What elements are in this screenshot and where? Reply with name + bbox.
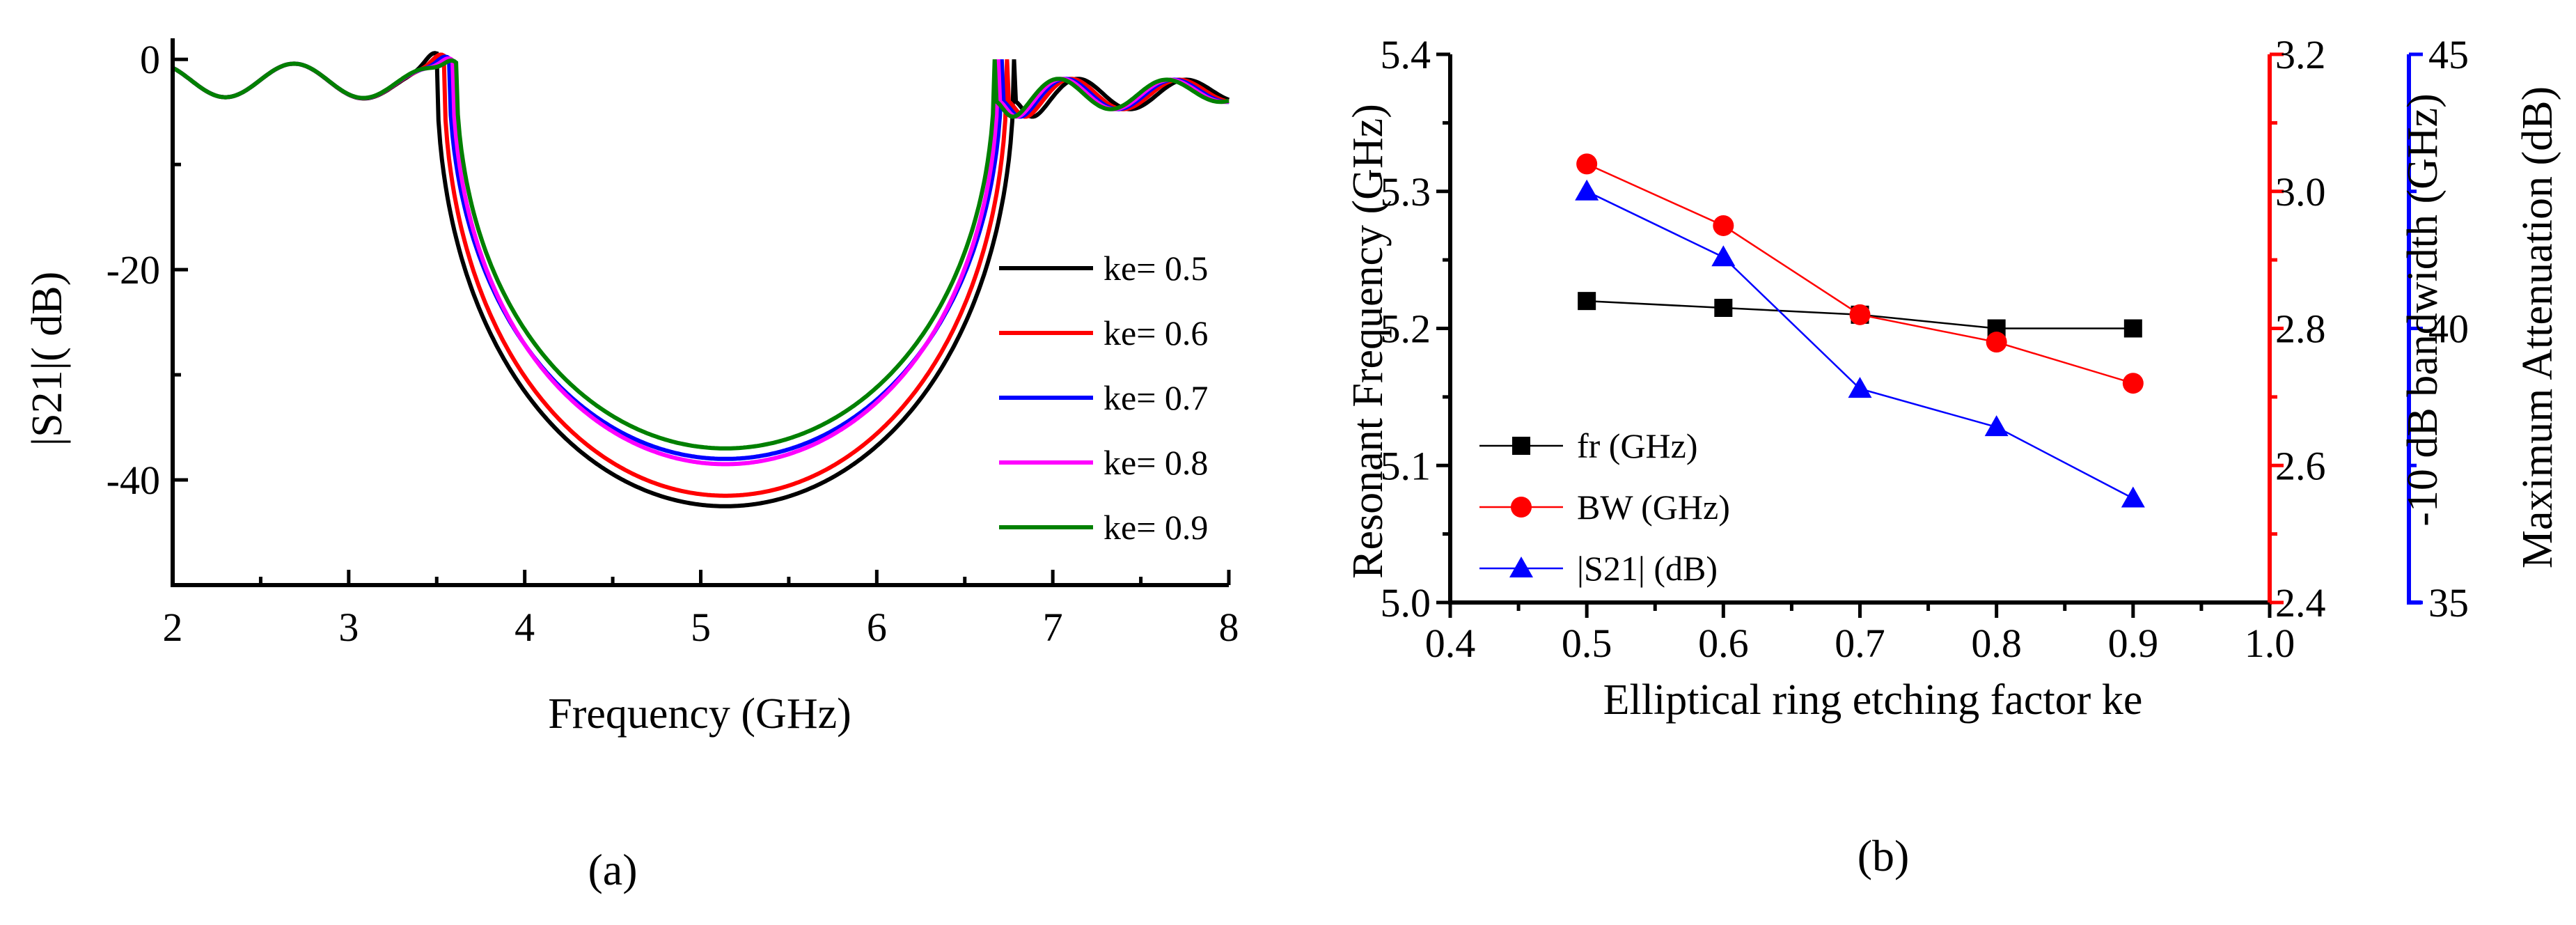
panel-b-left-tick-label: 5.2 (1381, 306, 1431, 352)
panel-b-axes: 0.4 0.5 0.6 0.7 0.8 0.9 1.0 5.0 5.1 5.2 5.3 5.4 2.4 2… (1381, 32, 2469, 666)
panel-b-left-tick-label: 5.0 (1381, 580, 1431, 625)
panel-b-data-point (1986, 332, 2007, 353)
panel-b-right1-tick-label: 3.2 (2275, 32, 2326, 77)
panel-a-y-tick-label: 0 (140, 37, 160, 82)
panel-b-right1-tick-label: 2.8 (2275, 306, 2326, 352)
panel-a-x-tick-label: 6 (867, 605, 887, 650)
panel-a-legend: ke= 0.5 ke= 0.6 ke= 0.7 ke= 0.8 ke= 0.9 (999, 249, 1208, 547)
panel-b-series-group (1575, 153, 2145, 508)
panel-b-right1-tick-label: 3.0 (2275, 169, 2326, 215)
panel-b-left-tick-label: 5.3 (1381, 169, 1431, 215)
panel-b-data-point (1575, 179, 1599, 201)
panel-b-x-tick-label: 0.9 (2108, 621, 2159, 666)
panel-b-data-point (2121, 486, 2145, 508)
panel-a-legend-label: ke= 0.7 (1104, 378, 1208, 417)
panel-b-data-point (1713, 215, 1734, 236)
panel-b-data-point (1849, 304, 1871, 325)
panel-b-data-point (1578, 292, 1596, 311)
panel-b-right1-tick-label: 2.6 (2275, 443, 2326, 488)
panel-b-data-point (1714, 298, 1733, 317)
panel-b-legend-label: BW (GHz) (1577, 488, 1730, 527)
panel-b-left-tick-label: 5.4 (1381, 32, 1431, 77)
panel-b-legend: fr (GHz) BW (GHz) |S21| (dB) (1479, 426, 1730, 588)
panel-a-series-line (171, 51, 1230, 508)
panel-b-data-point (1711, 245, 1736, 267)
panel-a-y-tick-label: -40 (107, 458, 160, 503)
panel-b-left-tick-label: 5.1 (1381, 443, 1431, 488)
panel-a-y-axis-title: |S21|( dB) (24, 272, 71, 446)
panel-a-series-line (171, 58, 1230, 451)
panel-b-label: (b) (1858, 831, 1910, 880)
panel-a-x-tick-label: 4 (515, 605, 535, 650)
panel-b-legend-marker (1509, 557, 1533, 577)
panel-a-label: (a) (588, 845, 637, 894)
panel-b-x-tick-label: 1.0 (2245, 621, 2295, 666)
panel-a-series-line (171, 52, 1230, 498)
panel-b-data-point (1576, 153, 1598, 175)
panel-a-x-tick-label: 2 (163, 605, 183, 650)
panel-b-data-point (2123, 319, 2142, 338)
panel-b-data-point (1848, 377, 1872, 398)
panel-a-legend-label: ke= 0.5 (1104, 249, 1208, 288)
panel-b-x-tick-label: 0.8 (1971, 621, 2022, 666)
panel-b-x-tick-label: 0.4 (1425, 621, 1476, 666)
panel-b-data-point (1984, 415, 2009, 437)
panel-b-legend-label: |S21| (dB) (1577, 549, 1718, 588)
panel-a-x-tick-label: 5 (691, 605, 711, 650)
panel-b-right2-tick-label: 45 (2428, 32, 2469, 77)
panel-b-series-line (1586, 163, 2134, 384)
panel-a-x-axis-title: Frequency (GHz) (548, 690, 851, 738)
panel-b-right1-axis-title: -10 dB bandwidth (GHz) (2399, 93, 2447, 527)
panel-a-x-tick-label: 3 (338, 605, 359, 650)
panel-a-series-group (171, 51, 1230, 508)
panel-b-right2-tick-label: 35 (2428, 580, 2469, 625)
panel-b-right2-tick-label: 40 (2428, 306, 2469, 352)
panel-b-data-point (2122, 373, 2144, 394)
panel-b-chart: 0.4 0.5 0.6 0.7 0.8 0.9 1.0 5.0 5.1 5.2 5.3 5.4 2.4 2… (1344, 32, 2561, 880)
panel-a-legend-label: ke= 0.9 (1104, 508, 1208, 547)
panel-a-chart: 2 3 4 5 6 7 80-20-40 ke= 0.5ke= 0.6ke= 0.7ke= … (24, 37, 1239, 894)
panel-b-legend-label: fr (GHz) (1577, 426, 1698, 465)
panel-a-x-tick-label: 7 (1043, 605, 1063, 650)
panel-b-right1-tick-label: 2.4 (2275, 580, 2326, 625)
panel-a-x-tick-label: 8 (1219, 605, 1239, 650)
panel-b-x-tick-label: 0.6 (1698, 621, 1749, 666)
panel-a-series-line (171, 56, 1230, 467)
panel-b-legend-marker (1511, 497, 1532, 518)
panel-b-x-tick-label: 0.5 (1562, 621, 1612, 666)
panel-b-x-tick-label: 0.7 (1835, 621, 1885, 666)
panel-b-x-axis-title: Elliptical ring etching factor ke (1603, 676, 2143, 724)
panel-a-legend-label: ke= 0.6 (1104, 313, 1208, 352)
panel-b-right2-axis-title: Maximum Attenuation (dB) (2514, 86, 2561, 568)
panel-a-legend-label: ke= 0.8 (1104, 443, 1208, 482)
panel-b-legend-marker (1512, 437, 1530, 455)
panel-b-left-axis-title: Resonant Frequency (GHz) (1344, 104, 1392, 579)
panel-a-y-tick-label: -20 (107, 247, 160, 293)
panel-a-axes: 2 3 4 5 6 7 8 0 -20 -40 (107, 37, 1239, 650)
